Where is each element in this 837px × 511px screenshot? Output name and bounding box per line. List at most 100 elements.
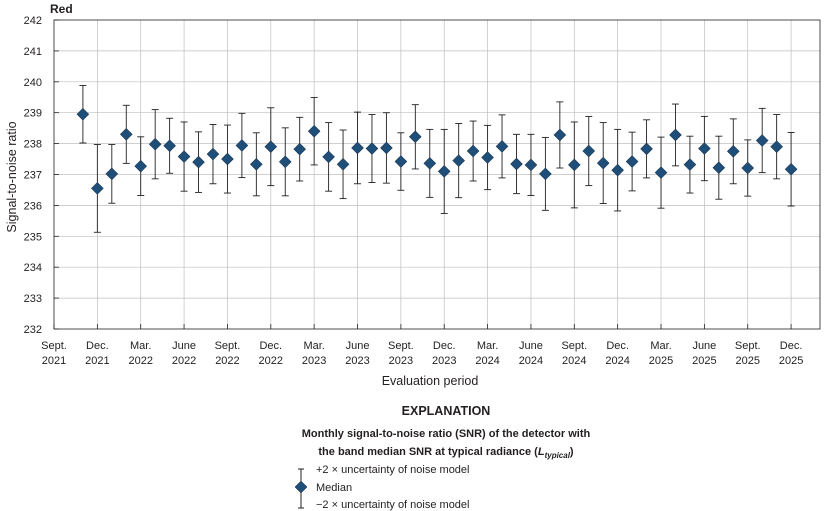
x-tick-label-year: 2024 bbox=[475, 355, 499, 367]
median-marker bbox=[567, 158, 581, 172]
median-marker bbox=[596, 156, 610, 170]
x-tick-label-year: 2022 bbox=[259, 355, 283, 367]
median-marker bbox=[394, 155, 408, 168]
x-tick-label-year: 2022 bbox=[172, 355, 196, 367]
median-marker bbox=[322, 150, 335, 164]
x-tick-label-year: 2023 bbox=[389, 355, 413, 367]
y-tick-label: 241 bbox=[24, 46, 42, 58]
median-marker bbox=[134, 159, 148, 173]
y-tick-label: 235 bbox=[24, 231, 42, 243]
x-tick-label-year: 2024 bbox=[519, 355, 543, 367]
y-gridlines bbox=[54, 50, 820, 299]
median-marker bbox=[582, 144, 596, 158]
y-tick-label: 240 bbox=[24, 77, 42, 89]
y-tick-label: 238 bbox=[24, 139, 42, 151]
median-marker bbox=[510, 157, 523, 171]
explanation-caption-line2: the band median SNR at typical radiance … bbox=[318, 446, 574, 460]
median-marker bbox=[307, 124, 321, 138]
x-tick-label-month: June bbox=[346, 340, 370, 352]
median-marker bbox=[495, 140, 509, 153]
median-marker bbox=[163, 139, 176, 153]
x-tick-label-month: June bbox=[519, 340, 543, 352]
median-marker bbox=[452, 154, 466, 167]
x-tick-label-month: Dec. bbox=[86, 340, 109, 352]
x-tick-label-year: 2023 bbox=[432, 355, 456, 367]
median-marker bbox=[148, 137, 162, 151]
median-marker bbox=[466, 144, 480, 158]
median-marker bbox=[423, 157, 437, 170]
x-tick-label-month: Mar. bbox=[650, 340, 671, 352]
median-marker bbox=[235, 139, 249, 152]
x-tick-label-month: Mar. bbox=[130, 340, 151, 352]
y-tick-label: 236 bbox=[24, 200, 42, 212]
median-marker bbox=[105, 167, 119, 181]
x-tick-label-month: Sept. bbox=[735, 340, 761, 352]
y-axis-title: Signal-to-noise ratio bbox=[5, 121, 19, 232]
legend-upper-label: +2 × uncertainty of noise model bbox=[316, 464, 469, 476]
x-tick-label-year: 2025 bbox=[735, 355, 759, 367]
median-marker bbox=[76, 107, 90, 121]
x-tick-label-year: 2024 bbox=[562, 355, 586, 367]
median-marker bbox=[293, 142, 307, 156]
median-marker bbox=[640, 142, 653, 156]
median-marker bbox=[625, 155, 639, 168]
y-tick-label: 239 bbox=[24, 108, 42, 120]
x-axis-ticks: Sept. 2021 Dec. 2021 Mar. 2022 June 2022 Sept. 20… bbox=[41, 324, 803, 367]
median-marker bbox=[119, 127, 133, 141]
median-marker bbox=[755, 134, 769, 147]
median-markers bbox=[76, 107, 798, 195]
legend-symbol bbox=[294, 468, 308, 509]
y-tick-label: 232 bbox=[24, 324, 42, 336]
median-marker bbox=[264, 140, 278, 154]
legend-lower-label: −2 × uncertainty of noise model bbox=[316, 499, 469, 511]
median-marker bbox=[336, 157, 350, 171]
x-tick-label-month: Sept. bbox=[41, 340, 67, 352]
median-marker bbox=[278, 155, 292, 169]
median-marker bbox=[408, 130, 422, 144]
caption-subscript: typical bbox=[545, 451, 571, 460]
x-tick-label-year: 2024 bbox=[605, 355, 629, 367]
x-tick-label-year: 2023 bbox=[302, 355, 326, 367]
median-marker bbox=[206, 147, 220, 161]
median-marker bbox=[698, 142, 711, 155]
x-tick-label-month: June bbox=[692, 340, 716, 352]
x-tick-label-month: Dec. bbox=[259, 340, 282, 352]
y-tick-label: 237 bbox=[24, 170, 42, 182]
x-tick-label-month: Sept. bbox=[215, 340, 241, 352]
y-tick-label: 242 bbox=[24, 15, 42, 27]
x-tick-label-year: 2021 bbox=[85, 355, 109, 367]
caption-prefix: the band median SNR at typical radiance … bbox=[318, 446, 538, 458]
caption-symbol: L bbox=[538, 446, 545, 458]
median-marker bbox=[221, 152, 234, 166]
median-marker bbox=[784, 162, 798, 176]
x-tick-label-year: 2025 bbox=[692, 355, 716, 367]
x-tick-label-year: 2022 bbox=[128, 355, 152, 367]
x-axis-title: Evaluation period bbox=[382, 374, 479, 388]
median-marker bbox=[192, 155, 205, 169]
caption-suffix: ) bbox=[570, 446, 574, 458]
median-marker bbox=[177, 150, 191, 163]
panel-label: Red bbox=[50, 2, 73, 16]
median-marker bbox=[481, 151, 494, 164]
median-marker bbox=[669, 128, 682, 142]
median-marker bbox=[553, 128, 567, 142]
x-tick-label-month: June bbox=[172, 340, 196, 352]
median-marker bbox=[611, 163, 625, 177]
x-tick-label-year: 2021 bbox=[42, 355, 66, 367]
median-marker bbox=[726, 144, 740, 158]
median-marker bbox=[741, 161, 755, 175]
median-marker bbox=[524, 158, 538, 172]
median-marker bbox=[91, 182, 104, 195]
median-marker bbox=[380, 141, 393, 155]
explanation-title: EXPLANATION bbox=[402, 404, 491, 418]
median-marker bbox=[654, 166, 668, 179]
legend-median-label: Median bbox=[316, 482, 352, 494]
explanation-caption-line1: Monthly signal-to-noise ratio (SNR) of t… bbox=[302, 428, 591, 440]
x-tick-label-year: 2023 bbox=[345, 355, 369, 367]
median-marker bbox=[539, 167, 552, 181]
x-tick-label-year: 2025 bbox=[779, 355, 803, 367]
y-axis-ticks: 232 233 234 235 236 237 238 239 240 241 242 bbox=[24, 15, 59, 336]
median-marker bbox=[683, 158, 697, 171]
median-marker bbox=[351, 141, 364, 155]
